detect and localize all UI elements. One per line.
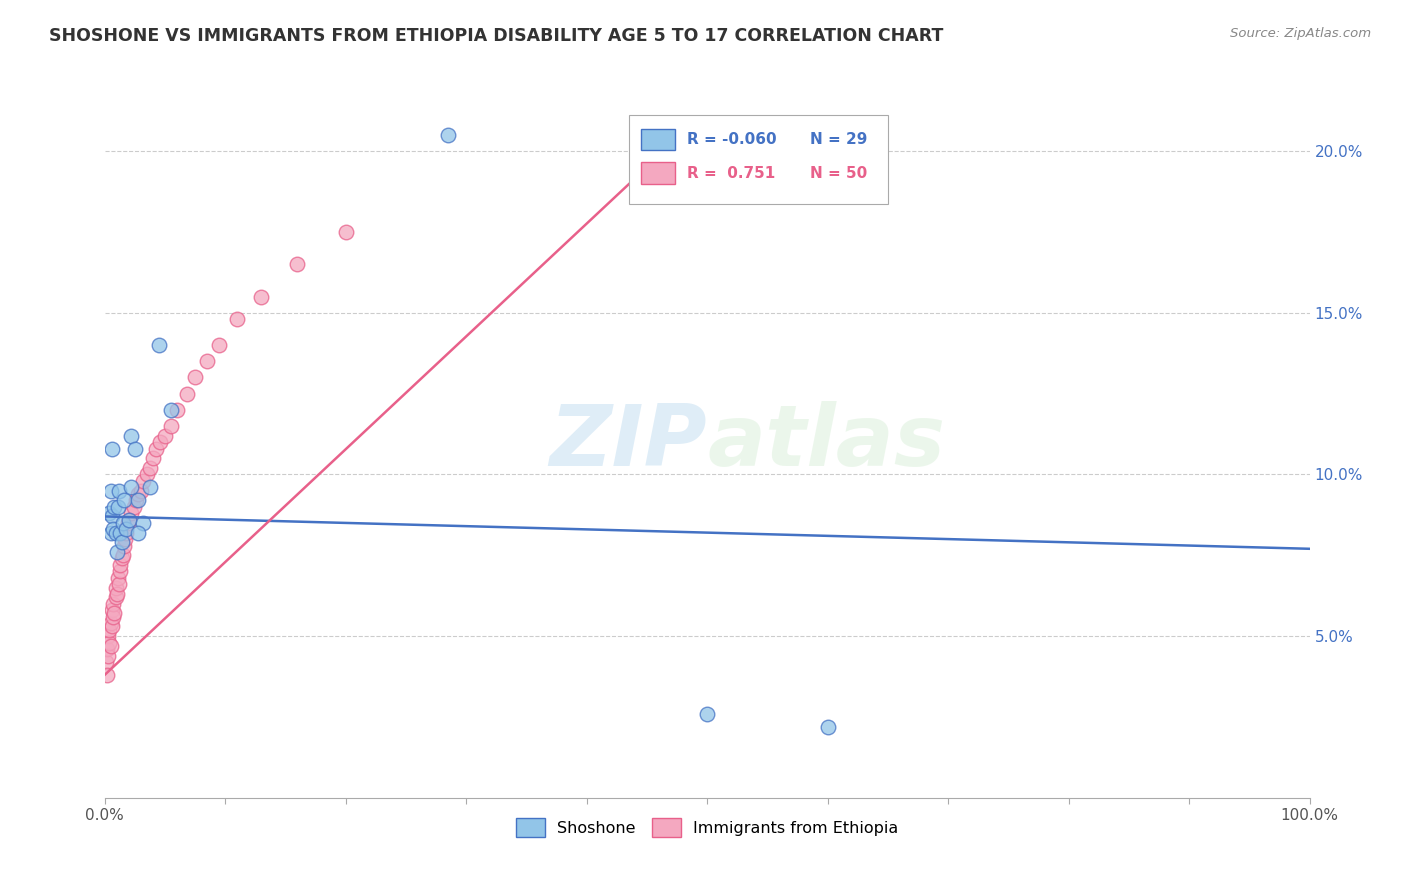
- Point: [104, 525, 127, 540]
- Point: [110, 535, 132, 549]
- Point: [101, 609, 124, 624]
- Point: [226, 312, 249, 326]
- Point: [287, 257, 309, 271]
- Point: [696, 706, 718, 721]
- Point: [142, 451, 165, 466]
- Point: [104, 581, 127, 595]
- Point: [97, 629, 120, 643]
- Point: [166, 402, 188, 417]
- Point: [101, 509, 124, 524]
- Point: [110, 525, 132, 540]
- Point: [105, 587, 128, 601]
- Point: [250, 289, 273, 303]
- Legend: Shoshone, Immigrants from Ethiopia: Shoshone, Immigrants from Ethiopia: [509, 812, 905, 843]
- Point: [437, 128, 460, 142]
- FancyBboxPatch shape: [628, 115, 889, 203]
- Point: [129, 483, 152, 498]
- FancyBboxPatch shape: [641, 129, 675, 151]
- Point: [120, 480, 142, 494]
- Point: [122, 500, 145, 514]
- Text: R = -0.060: R = -0.060: [686, 132, 776, 147]
- FancyBboxPatch shape: [641, 162, 675, 184]
- Point: [111, 516, 134, 530]
- Point: [101, 597, 124, 611]
- Point: [98, 623, 121, 637]
- Point: [145, 442, 167, 456]
- Point: [104, 591, 127, 605]
- Point: [110, 558, 132, 572]
- Point: [101, 603, 124, 617]
- Point: [111, 548, 134, 562]
- Text: atlas: atlas: [707, 401, 945, 483]
- Point: [149, 435, 172, 450]
- Point: [817, 720, 839, 734]
- Point: [100, 525, 122, 540]
- Point: [101, 522, 124, 536]
- Point: [139, 461, 162, 475]
- Point: [160, 418, 183, 433]
- Point: [107, 571, 129, 585]
- Point: [132, 516, 155, 530]
- Text: R =  0.751: R = 0.751: [686, 166, 775, 181]
- Point: [195, 354, 218, 368]
- Point: [124, 442, 146, 456]
- Point: [97, 648, 120, 663]
- Point: [335, 225, 357, 239]
- Point: [127, 525, 149, 540]
- Point: [98, 635, 121, 649]
- Point: [103, 607, 125, 621]
- Point: [118, 513, 141, 527]
- Point: [127, 487, 149, 501]
- Point: [110, 565, 132, 579]
- Point: [112, 493, 135, 508]
- Point: [160, 402, 183, 417]
- Point: [120, 506, 142, 520]
- Point: [132, 474, 155, 488]
- Point: [100, 483, 122, 498]
- Text: N = 50: N = 50: [810, 166, 868, 181]
- Point: [94, 655, 117, 669]
- Point: [101, 619, 124, 633]
- Point: [107, 500, 129, 514]
- Text: SHOSHONE VS IMMIGRANTS FROM ETHIOPIA DISABILITY AGE 5 TO 17 CORRELATION CHART: SHOSHONE VS IMMIGRANTS FROM ETHIOPIA DIS…: [49, 27, 943, 45]
- Point: [117, 516, 139, 530]
- Point: [100, 639, 122, 653]
- Point: [115, 522, 138, 536]
- Point: [112, 539, 135, 553]
- Point: [108, 577, 131, 591]
- Point: [120, 428, 142, 442]
- Point: [103, 500, 125, 514]
- Text: ZIP: ZIP: [550, 401, 707, 483]
- Point: [148, 338, 170, 352]
- Point: [108, 483, 131, 498]
- Point: [184, 370, 207, 384]
- Point: [100, 616, 122, 631]
- Point: [176, 386, 198, 401]
- Point: [153, 428, 176, 442]
- Point: [98, 506, 121, 520]
- Point: [118, 513, 141, 527]
- Point: [208, 338, 231, 352]
- Point: [135, 467, 157, 482]
- Point: [110, 551, 132, 566]
- Point: [139, 480, 162, 494]
- Point: [96, 642, 118, 657]
- Point: [115, 525, 138, 540]
- Point: [114, 532, 136, 546]
- Point: [125, 493, 148, 508]
- Point: [105, 545, 128, 559]
- Point: [127, 493, 149, 508]
- Point: [101, 442, 124, 456]
- Text: Source: ZipAtlas.com: Source: ZipAtlas.com: [1230, 27, 1371, 40]
- Text: N = 29: N = 29: [810, 132, 868, 147]
- Point: [96, 668, 118, 682]
